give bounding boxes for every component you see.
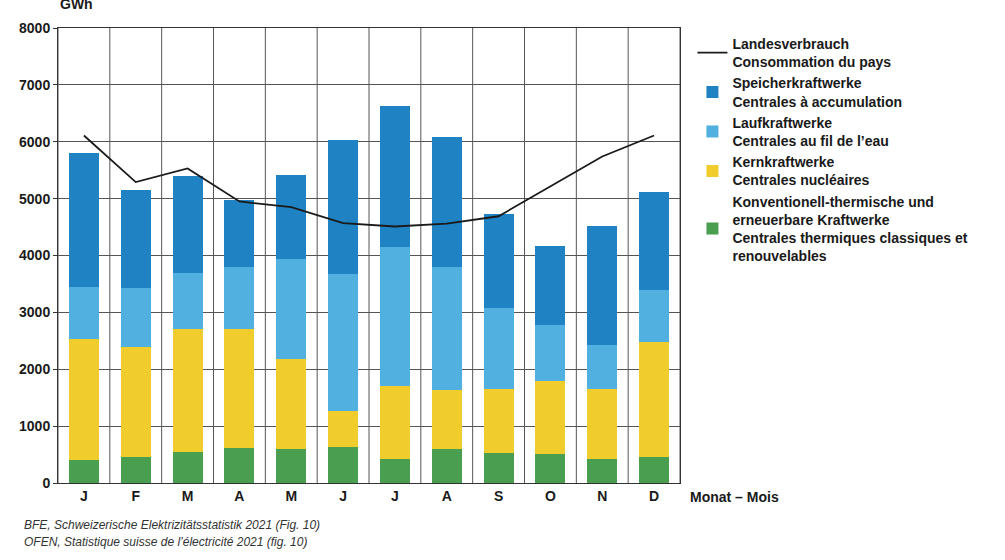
svg-text:D: D [649,488,659,504]
svg-text:3000: 3000 [19,304,50,320]
svg-text:7000: 7000 [19,77,50,93]
svg-text:Konventionell-thermische under: Konventionell-thermische underneuerbare … [732,194,967,265]
svg-text:KernkraftwerkeCentrales nucléa: KernkraftwerkeCentrales nucléaires [732,154,869,188]
svg-text:N: N [597,488,607,504]
svg-text:BFE, Schweizerische Elektrizit: BFE, Schweizerische Elektrizitätsstatist… [24,518,320,532]
svg-text:GWh: GWh [60,0,93,12]
svg-text:M: M [182,488,194,504]
svg-text:5000: 5000 [19,191,50,207]
svg-text:A: A [234,488,244,504]
svg-text:J: J [80,488,88,504]
svg-text:8000: 8000 [19,20,50,36]
svg-text:M: M [285,488,297,504]
svg-text:Monat – Mois: Monat – Mois [690,489,779,505]
svg-text:2000: 2000 [19,361,50,377]
svg-text:A: A [442,488,452,504]
svg-text:1000: 1000 [19,418,50,434]
svg-text:LandesverbrauchConsommation du: LandesverbrauchConsommation du pays [732,36,891,70]
svg-text:O: O [545,488,556,504]
svg-text:J: J [339,488,347,504]
svg-text:0: 0 [42,475,50,491]
svg-text:SpeicherkraftwerkeCentrales à: SpeicherkraftwerkeCentrales à accumulati… [732,75,902,109]
svg-text:6000: 6000 [19,134,50,150]
svg-text:OFEN, Statistique suisse de l’: OFEN, Statistique suisse de l’électricit… [24,535,307,549]
svg-text:S: S [494,488,503,504]
svg-text:4000: 4000 [19,247,50,263]
svg-text:F: F [131,488,140,504]
svg-text:J: J [391,488,399,504]
svg-text:LaufkraftwerkeCentrales au fil: LaufkraftwerkeCentrales au fil de l’eau [732,115,888,149]
